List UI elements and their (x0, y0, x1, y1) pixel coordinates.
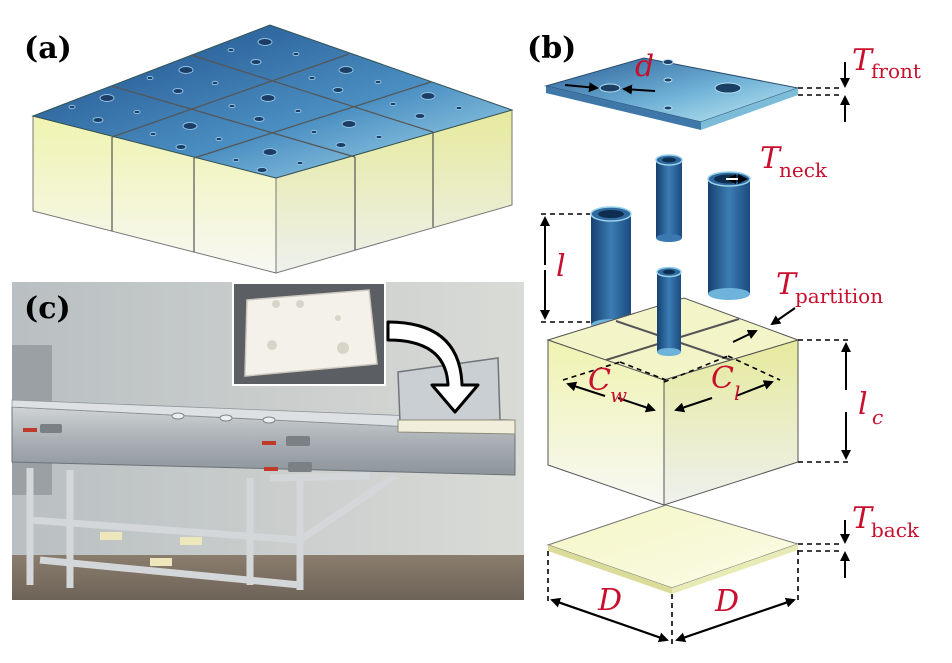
inset-front-plate-photo (232, 282, 386, 386)
neck-tube-small-box (656, 266, 682, 356)
label-d1: D (597, 583, 622, 618)
label-t-back: T back (852, 501, 920, 542)
panel-label-c: (c) (24, 291, 71, 326)
svg-text:T: T (776, 267, 798, 302)
svg-text:w: w (610, 383, 627, 407)
svg-text:C: C (588, 363, 611, 398)
neck-tube-left (590, 206, 632, 331)
svg-text:l: l (858, 387, 868, 422)
label-d2: D (714, 584, 739, 619)
label-l-c: l c (858, 387, 883, 429)
dim-d-left-arrow (564, 82, 599, 93)
svg-text:front: front (871, 59, 921, 83)
dim-t-partition-arrow (770, 307, 796, 326)
neck-tube-small-top (655, 154, 683, 242)
array-holes (68, 38, 463, 173)
inset-plate (244, 289, 378, 377)
label-t-neck: T neck (760, 141, 828, 182)
panel-a-array (31, 24, 514, 274)
svg-text:T: T (852, 43, 874, 78)
svg-text:T: T (760, 141, 782, 176)
label-t-partition: T partition (776, 267, 883, 308)
svg-text:neck: neck (779, 158, 828, 182)
label-l: l (556, 249, 566, 284)
front-plate (544, 57, 800, 130)
label-d: d (635, 49, 654, 84)
svg-text:T: T (852, 501, 874, 536)
svg-text:partition: partition (795, 284, 883, 308)
svg-text:back: back (871, 518, 920, 542)
svg-text:c: c (872, 405, 883, 429)
neck-tube-large-right (707, 171, 751, 300)
curved-arrow (386, 320, 480, 414)
svg-text:C: C (711, 361, 734, 396)
back-plate (546, 504, 800, 594)
label-c-w: C w (588, 363, 627, 407)
svg-text:l: l (734, 381, 740, 405)
label-c-l: C l (711, 361, 740, 405)
dim-d-right-arrow (622, 84, 656, 95)
panel-label-a: (a) (24, 31, 72, 66)
panel-label-b: (b) (527, 31, 576, 66)
label-t-front: T front (852, 43, 921, 83)
